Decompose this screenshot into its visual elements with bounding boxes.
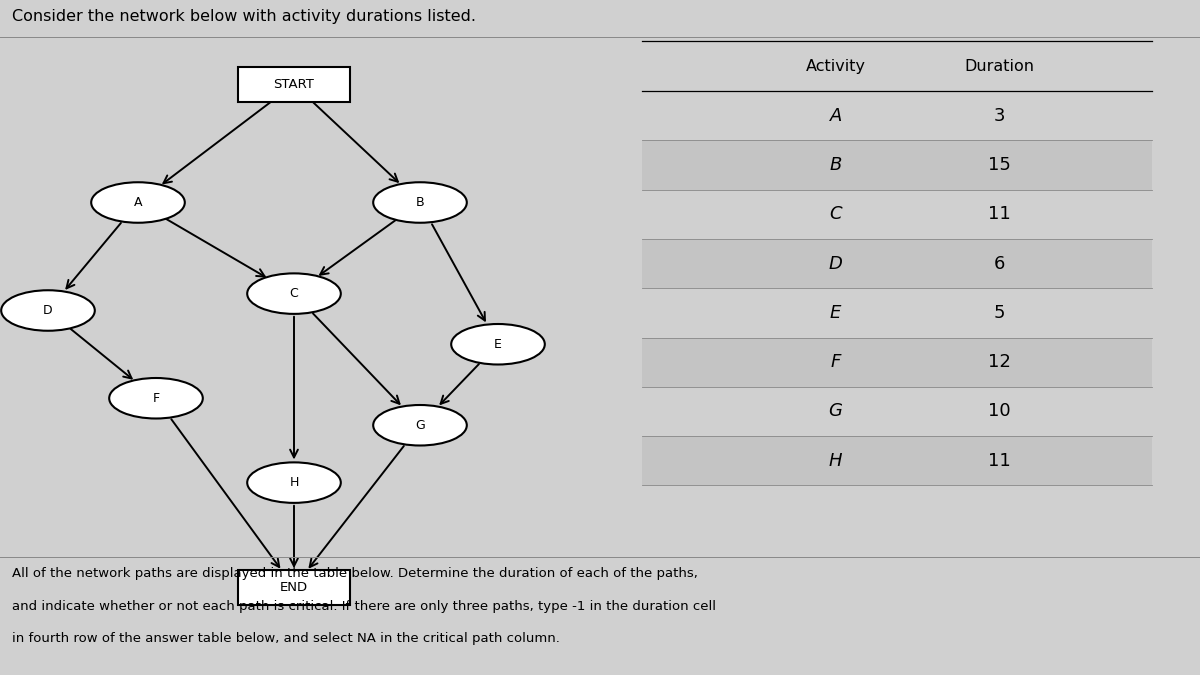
- Text: START: START: [274, 78, 314, 91]
- Bar: [642, 140, 1152, 190]
- Text: 3: 3: [994, 107, 1004, 125]
- Ellipse shape: [451, 324, 545, 365]
- Bar: [642, 338, 1152, 387]
- Ellipse shape: [1, 290, 95, 331]
- Text: $G$: $G$: [828, 402, 844, 421]
- Text: G: G: [415, 418, 425, 432]
- Text: F: F: [152, 392, 160, 405]
- Text: 5: 5: [994, 304, 1004, 322]
- Text: 12: 12: [988, 353, 1010, 371]
- Bar: [642, 436, 1152, 485]
- Ellipse shape: [247, 273, 341, 314]
- Text: 6: 6: [994, 254, 1004, 273]
- FancyBboxPatch shape: [238, 570, 350, 605]
- Text: $F$: $F$: [829, 353, 842, 371]
- Ellipse shape: [247, 462, 341, 503]
- Text: $B$: $B$: [829, 156, 842, 174]
- Text: END: END: [280, 580, 308, 594]
- Text: Activity: Activity: [806, 59, 866, 74]
- Ellipse shape: [373, 405, 467, 446]
- Text: $H$: $H$: [828, 452, 844, 470]
- Text: Consider the network below with activity durations listed.: Consider the network below with activity…: [12, 9, 476, 24]
- Text: All of the network paths are displayed in the table below. Determine the duratio: All of the network paths are displayed i…: [12, 567, 698, 580]
- Text: Duration: Duration: [964, 59, 1034, 74]
- Text: $C$: $C$: [828, 205, 844, 223]
- Text: 11: 11: [988, 452, 1010, 470]
- Bar: [642, 190, 1152, 239]
- Ellipse shape: [109, 378, 203, 418]
- Text: 10: 10: [988, 402, 1010, 421]
- Text: 15: 15: [988, 156, 1010, 174]
- Text: D: D: [43, 304, 53, 317]
- Ellipse shape: [91, 182, 185, 223]
- Text: $A$: $A$: [829, 107, 842, 125]
- Text: in fourth row of the answer table below, and select NA in the critical path colu: in fourth row of the answer table below,…: [12, 632, 560, 645]
- Bar: [642, 288, 1152, 338]
- Text: E: E: [494, 338, 502, 351]
- Text: and indicate whether or not each path is critical. If there are only three paths: and indicate whether or not each path is…: [12, 599, 716, 613]
- Text: A: A: [133, 196, 143, 209]
- Ellipse shape: [373, 182, 467, 223]
- Text: H: H: [289, 476, 299, 489]
- Text: $E$: $E$: [829, 304, 842, 322]
- Text: $D$: $D$: [828, 254, 844, 273]
- Bar: [642, 239, 1152, 288]
- FancyBboxPatch shape: [238, 67, 350, 102]
- Bar: [642, 387, 1152, 436]
- Text: B: B: [415, 196, 425, 209]
- Bar: [642, 91, 1152, 140]
- Text: C: C: [289, 287, 299, 300]
- Text: 11: 11: [988, 205, 1010, 223]
